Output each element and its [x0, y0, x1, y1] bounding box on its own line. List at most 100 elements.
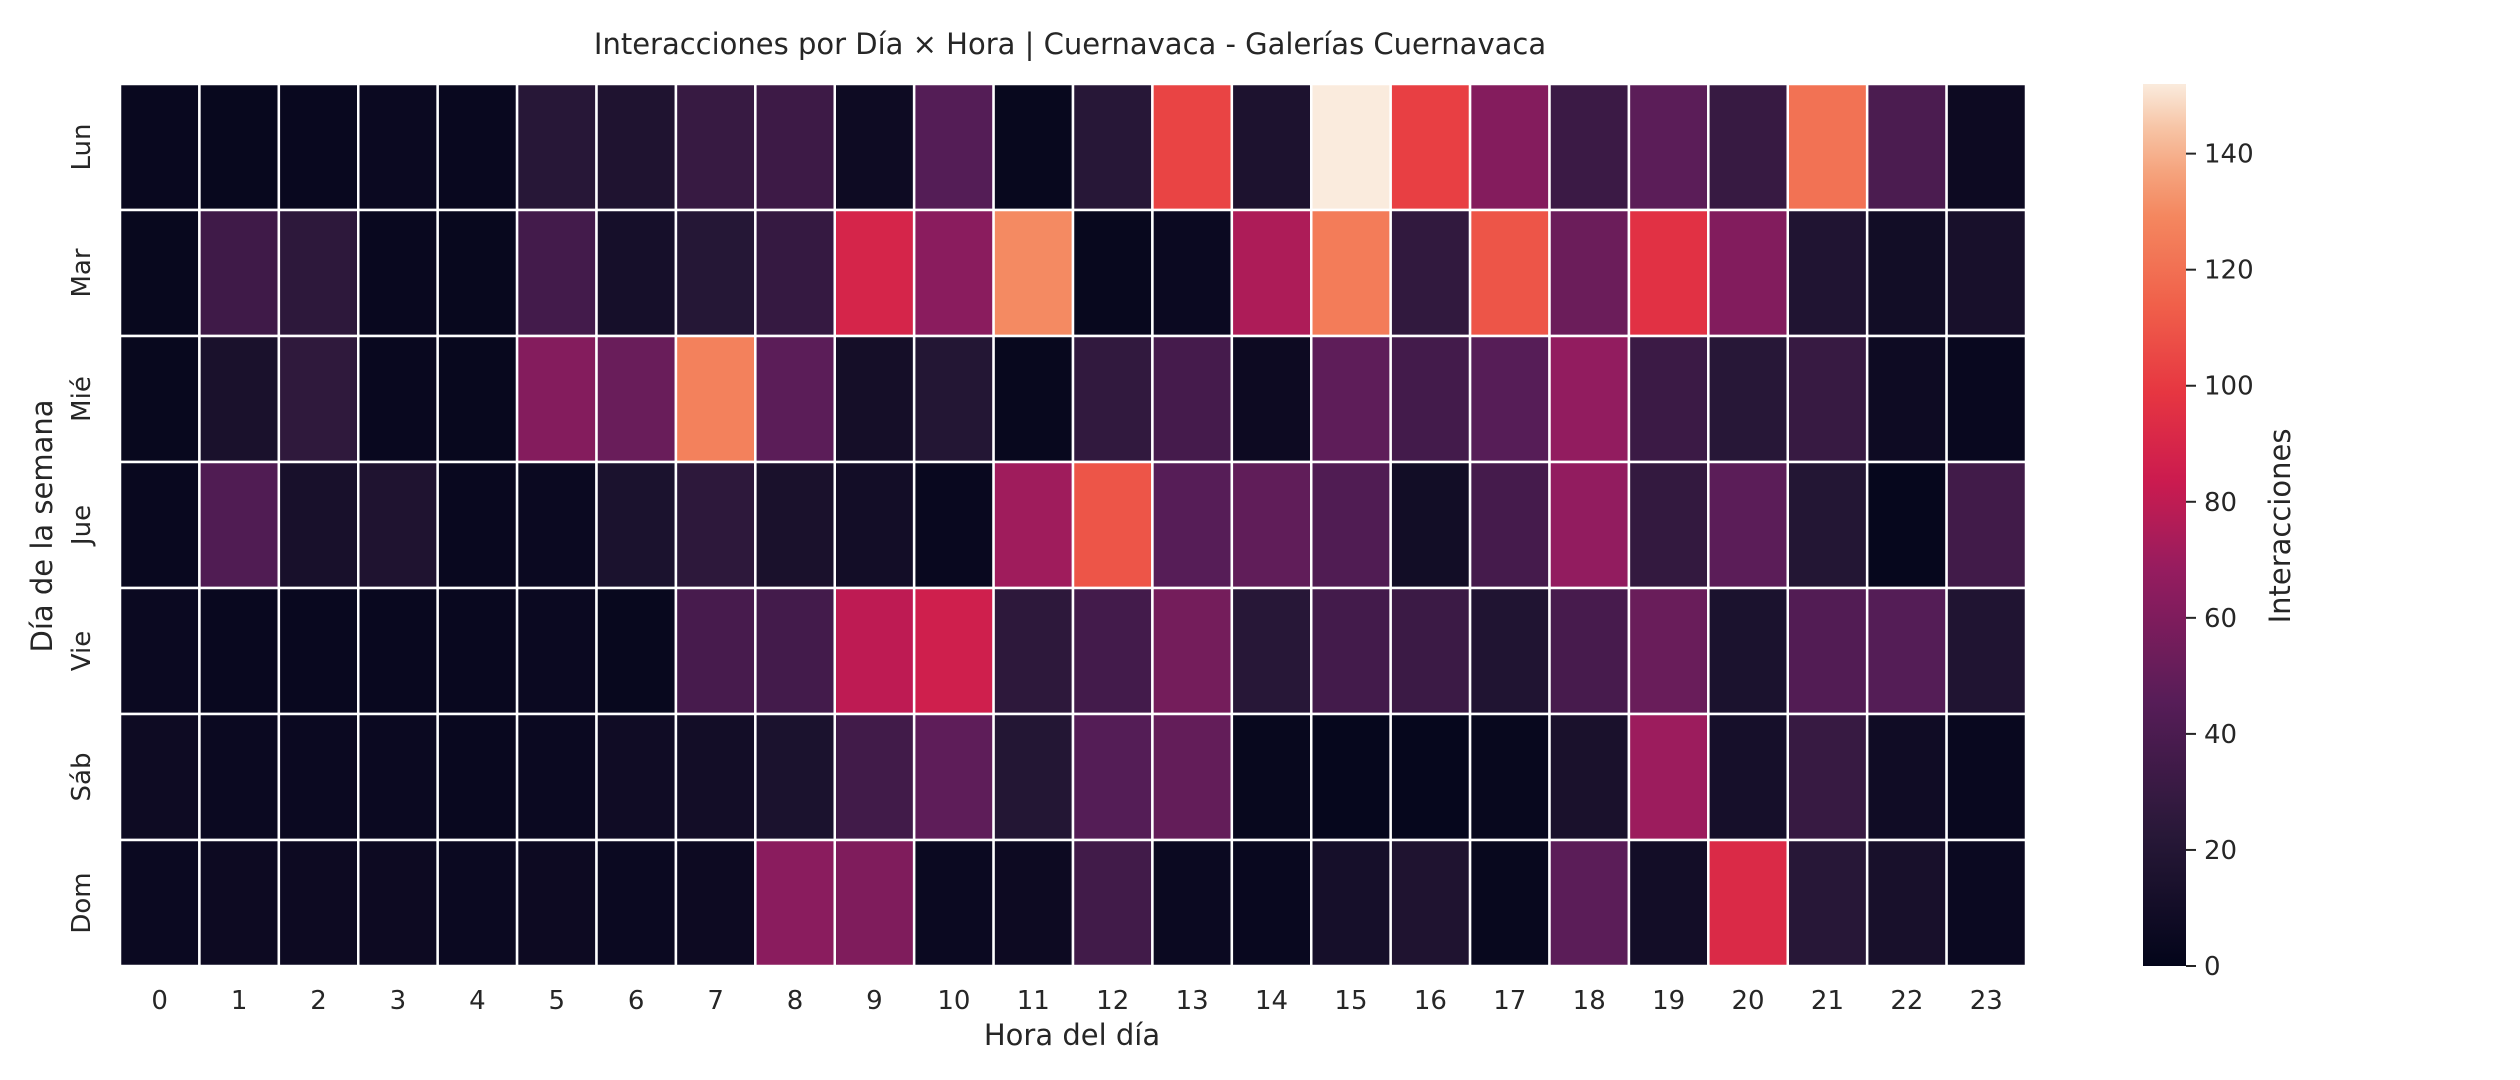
colorbar-tick-label: 20	[2204, 836, 2237, 866]
heatmap-cell	[1945, 82, 2028, 212]
x-tick-label: 4	[469, 986, 486, 1016]
heatmap-cell	[1230, 586, 1313, 716]
y-tick-labels: Lun Mar Mié Jue Vie Sáb Dom	[67, 124, 97, 934]
heatmap-cell	[1468, 586, 1551, 716]
heatmap-cell	[118, 82, 201, 212]
heatmap-cell	[1627, 838, 1710, 968]
heatmap-cells	[118, 82, 2028, 968]
x-tick-label: 22	[1890, 986, 1923, 1016]
heatmap-cell	[277, 334, 360, 464]
heatmap-cell	[1548, 586, 1631, 716]
heatmap-cell	[1548, 460, 1631, 590]
heatmap-cell	[754, 208, 836, 338]
heatmap-cell	[1945, 586, 2028, 716]
heatmap-cell	[912, 838, 995, 968]
heatmap-cell	[1786, 82, 1869, 212]
heatmap-cell	[277, 838, 360, 968]
y-tick-label: Lun	[67, 124, 97, 171]
heatmap-cell	[1865, 82, 1948, 212]
heatmap-cell	[1071, 460, 1154, 590]
heatmap-cell	[1151, 838, 1234, 968]
heatmap-cell	[357, 838, 439, 968]
heatmap-cell	[1310, 586, 1392, 716]
colorbar-tick-label: 100	[2204, 372, 2254, 402]
heatmap-cell	[1865, 334, 1948, 464]
heatmap-cell	[1310, 460, 1392, 590]
y-axis-label: Día de la semana	[25, 399, 59, 652]
heatmap-cell	[1786, 712, 1869, 842]
heatmap-cell	[198, 712, 281, 842]
heatmap-cell	[1468, 712, 1551, 842]
heatmap-cell	[1468, 838, 1551, 968]
x-tick-label: 21	[1811, 986, 1844, 1016]
heatmap-cell	[1548, 712, 1631, 842]
heatmap-cell	[436, 460, 519, 590]
heatmap-cell	[674, 82, 757, 212]
heatmap-cell	[1865, 208, 1948, 338]
heatmap-cell	[1786, 586, 1869, 716]
heatmap-cell	[357, 208, 439, 338]
heatmap-cell	[1468, 82, 1551, 212]
heatmap-cell	[1310, 208, 1392, 338]
y-tick-label: Dom	[67, 872, 97, 933]
heatmap-cell	[357, 460, 439, 590]
x-tick-label: 18	[1573, 986, 1606, 1016]
heatmap-cell	[1707, 838, 1790, 968]
heatmap-cell	[436, 208, 519, 338]
colorbar-tick-label: 60	[2204, 604, 2237, 634]
heatmap-cell	[1071, 82, 1154, 212]
x-tick-label: 7	[707, 986, 724, 1016]
heatmap-cell	[1151, 334, 1234, 464]
heatmap-cell	[912, 586, 995, 716]
heatmap-cell	[1627, 586, 1710, 716]
heatmap-cell	[198, 82, 281, 212]
heatmap-cell	[1389, 460, 1472, 590]
heatmap-cell	[595, 838, 678, 968]
heatmap-cell	[1310, 334, 1392, 464]
x-tick-label: 16	[1414, 986, 1447, 1016]
heatmap-cell	[198, 838, 281, 968]
heatmap-cell	[1071, 208, 1154, 338]
heatmap-cell	[1468, 460, 1551, 590]
x-tick-label: 20	[1731, 986, 1764, 1016]
y-tick-label: Jue	[67, 505, 97, 547]
heatmap-cell	[1786, 208, 1869, 338]
heatmap-cell	[992, 334, 1075, 464]
heatmap-cell	[992, 460, 1075, 590]
heatmap-cell	[1627, 334, 1710, 464]
heatmap-cell	[436, 838, 519, 968]
heatmap-cell	[277, 82, 360, 212]
x-tick-label: 19	[1652, 986, 1685, 1016]
heatmap-cell	[277, 586, 360, 716]
x-tick-label: 9	[866, 986, 883, 1016]
heatmap-cell	[1071, 712, 1154, 842]
x-tick-label: 15	[1334, 986, 1367, 1016]
x-tick-label: 0	[151, 986, 168, 1016]
colorbar-tick-label: 40	[2204, 720, 2237, 750]
heatmap-cell	[198, 460, 281, 590]
heatmap-cell	[754, 334, 836, 464]
heatmap-cell	[1707, 334, 1790, 464]
heatmap-cell	[1230, 334, 1313, 464]
heatmap-cell	[833, 586, 916, 716]
heatmap-cell	[1707, 82, 1790, 212]
heatmap-cell	[118, 460, 201, 590]
heatmap-cell	[1865, 838, 1948, 968]
heatmap-cell	[674, 712, 757, 842]
heatmap-cell	[1071, 838, 1154, 968]
heatmap-cell	[1627, 712, 1710, 842]
heatmap-cell	[1151, 82, 1234, 212]
colorbar-tick-label: 0	[2204, 952, 2221, 982]
y-tick-label: Sáb	[67, 753, 97, 802]
heatmap-cell	[1071, 334, 1154, 464]
heatmap-cell	[674, 334, 757, 464]
heatmap-cell	[436, 334, 519, 464]
heatmap-cell	[436, 82, 519, 212]
x-tick-label: 17	[1493, 986, 1526, 1016]
heatmap-cell	[595, 712, 678, 842]
x-tick-label: 11	[1017, 986, 1050, 1016]
heatmap-cell	[1151, 586, 1234, 716]
heatmap-cell	[1548, 208, 1631, 338]
heatmap-cell	[754, 838, 836, 968]
